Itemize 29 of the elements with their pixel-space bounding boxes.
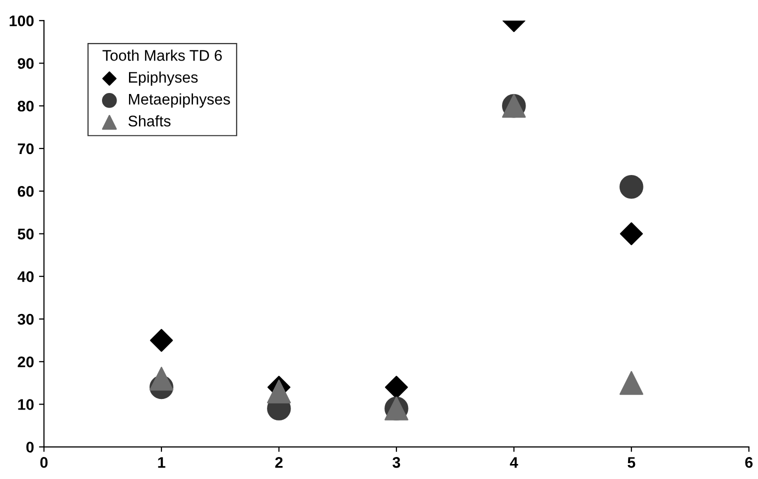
y-tick-label: 100 [10, 15, 34, 26]
point [620, 174, 644, 199]
point [620, 222, 643, 246]
legend-label: Metaepiphyses [129, 93, 230, 108]
y-tick-label: 90 [18, 58, 34, 69]
point [267, 380, 291, 404]
x-tick-label: 4 [510, 457, 518, 468]
y-tick-label: 10 [18, 399, 34, 410]
legend-label: Epiphyses [129, 72, 198, 86]
y-tick-label: 60 [18, 186, 34, 197]
point [150, 328, 173, 352]
y-tick-label: 70 [18, 143, 34, 154]
x-tick-label: 2 [275, 457, 283, 468]
point [620, 371, 644, 395]
x-tick-label: 0 [40, 457, 48, 468]
y-tick-label: 80 [18, 100, 34, 112]
legend-title: Tooth Marks TD 6 [102, 50, 222, 61]
x-tick-label: 5 [628, 457, 636, 468]
point [150, 366, 174, 391]
x-tick-label: 1 [158, 457, 166, 468]
y-tick-label: 40 [17, 271, 34, 282]
point [384, 376, 408, 399]
y-tick-label: 30 [18, 314, 34, 325]
legend-label: Shafts [128, 115, 171, 126]
y-tick-label: 20 [18, 356, 34, 368]
x-tick-label: 6 [745, 457, 753, 468]
x-tick-label: 3 [392, 457, 400, 468]
y-tick-label: 0 [26, 442, 34, 453]
y-tick-label: 50 [18, 228, 34, 240]
